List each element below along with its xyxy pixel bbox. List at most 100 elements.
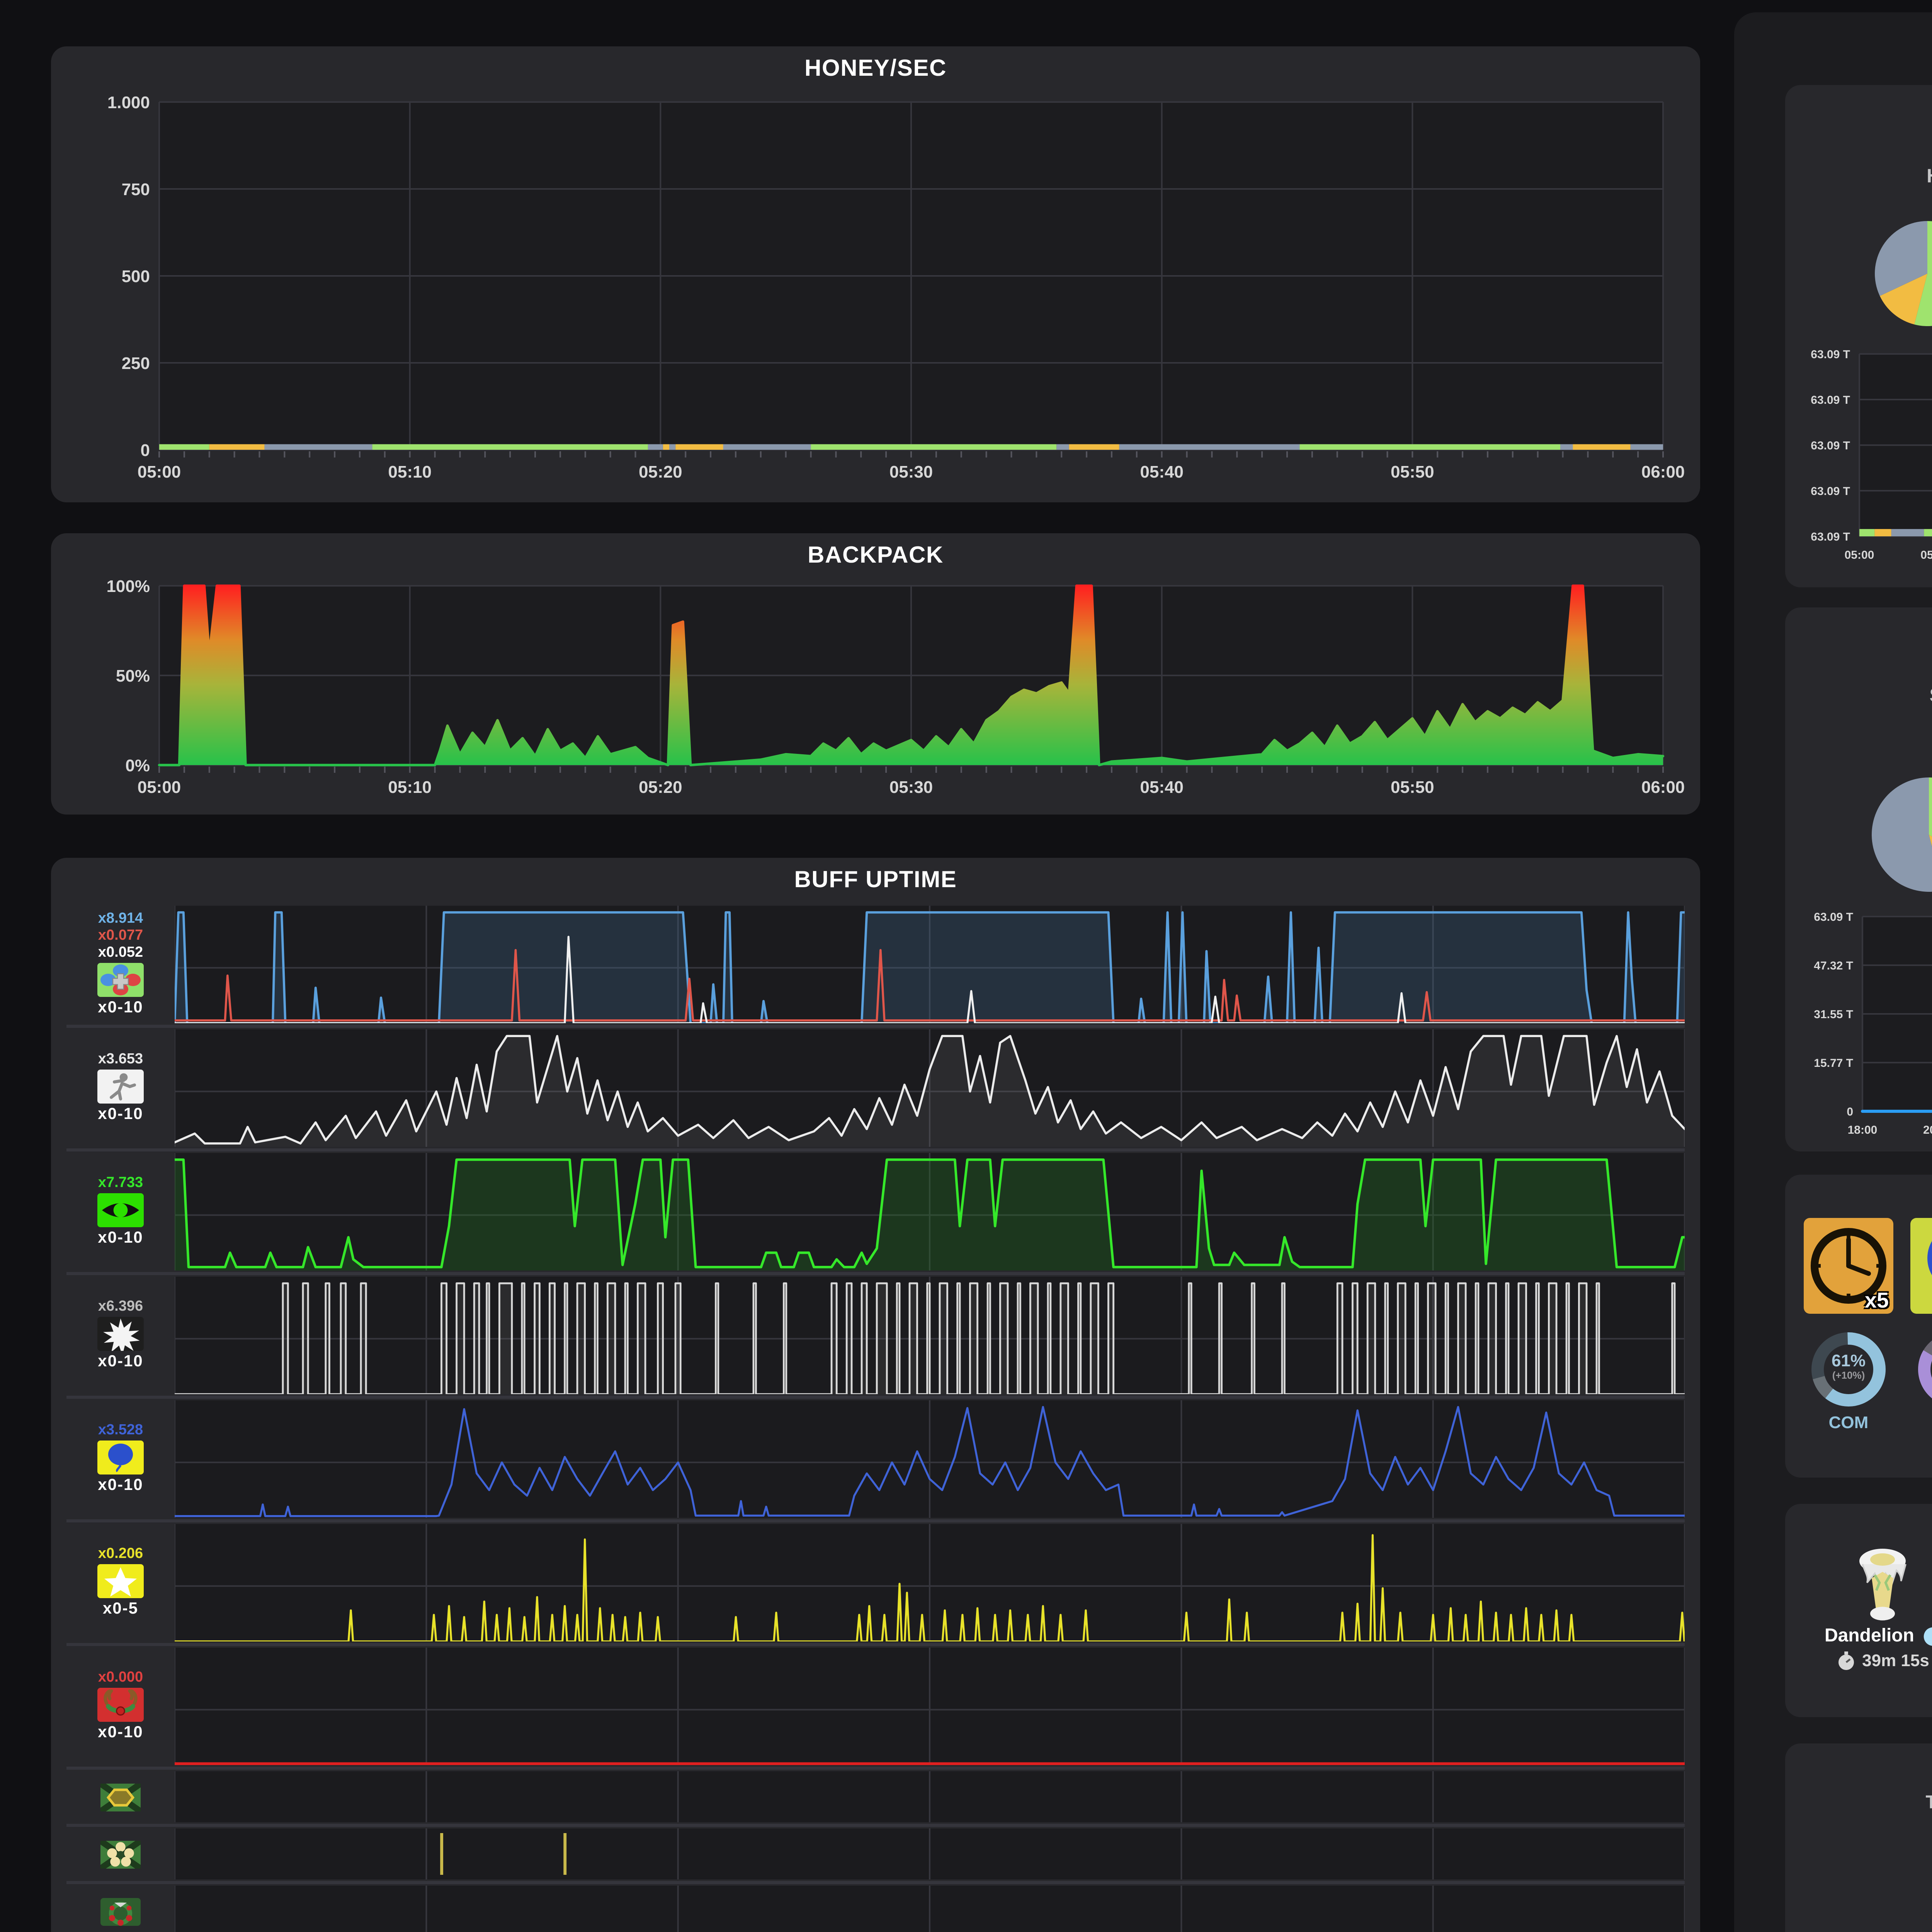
buff-range-label: x0-10 <box>98 1229 143 1247</box>
panel-honey-sec: HONEY/SEC 0 250 500 750 1.000 05:00 05:10 05:20… <box>51 46 1700 502</box>
svg-text:0%: 0% <box>125 756 150 775</box>
svg-text:63.09 T: 63.09 T <box>1811 531 1850 543</box>
hourly-average-row: Hourly Average 7.504 T (-12%) <box>1801 165 1932 187</box>
svg-text:05:40: 05:40 <box>1140 463 1184 481</box>
svg-text:05:00: 05:00 <box>138 778 181 797</box>
buff-uptime-chart-balloon <box>173 1400 1686 1518</box>
buff-multiplier-label: x6.396 <box>98 1298 143 1315</box>
svg-text:500: 500 <box>122 267 150 286</box>
svg-text:05:40: 05:40 <box>1140 778 1184 797</box>
planter-dandelion: Dandelion 39m 15s <box>1798 1541 1932 1671</box>
star-icon <box>97 1564 144 1598</box>
current-honey-row: Current Honey63.09 T <box>1801 651 1932 672</box>
buff-uptime-chart-field-boost <box>173 906 1686 1024</box>
svg-text:250: 250 <box>122 354 150 373</box>
buff-multiplier-label: x8.914 <box>98 910 143 927</box>
buff-range-label: x0-5 <box>102 1600 138 1618</box>
svg-text:05:10: 05:10 <box>388 778 432 797</box>
honey-earned-row: Honey Earned 0 ▼ <box>1801 131 1932 153</box>
buffs-title: BUFFS <box>1785 1184 1932 1210</box>
svg-text:20:00: 20:00 <box>1923 1124 1932 1136</box>
last-hour-mini-chart: 63.09 T 63.09 T 63.09 T 63.09 T 63.09 T 05:00… <box>1798 348 1932 564</box>
svg-text:47.32 T: 47.32 T <box>1814 959 1853 972</box>
svg-text:31.55 T: 31.55 T <box>1814 1008 1853 1021</box>
buff-multiplier-label: x3.528 <box>98 1422 143 1439</box>
antlers-icon <box>97 1688 144 1722</box>
panel-buffs: BUFFS x5 x41 x5.87 x0 x1 61%(+10%) COM 8… <box>1785 1175 1932 1478</box>
runner-icon <box>97 1070 144 1104</box>
mot-donut: 84%(+6%) MOT <box>1910 1329 1932 1433</box>
svg-text:50%: 50% <box>116 667 150 685</box>
buff-row-wreath <box>66 1884 1685 1932</box>
buff-uptime-chart-antlers <box>173 1648 1686 1765</box>
last-hour-pie-chart <box>1875 221 1932 326</box>
field-boost-icon <box>97 963 144 997</box>
svg-text:05:10: 05:10 <box>388 463 432 481</box>
buff-uptime-title: BUFF UPTIME <box>794 867 957 893</box>
svg-text:15.77 T: 15.77 T <box>1814 1057 1853 1070</box>
backpack-chart: 0% 50% 100% 05:00 05:10 05:20 05:30 05:40 05:50 0… <box>66 573 1685 805</box>
svg-text:63.09 T: 63.09 T <box>1811 485 1850 498</box>
svg-text:05:50: 05:50 <box>1391 778 1434 797</box>
svg-text:05:10: 05:10 <box>1920 549 1932 561</box>
buff-uptime-chart-runner <box>173 1029 1686 1147</box>
starburst-icon <box>97 1317 144 1355</box>
svg-text:63.09 T: 63.09 T <box>1811 348 1850 361</box>
moon-icon <box>1920 1625 1932 1645</box>
svg-text:63.09 T: 63.09 T <box>1811 439 1850 452</box>
balloon-buff-tile: x41 <box>1910 1218 1932 1314</box>
svg-text:05:50: 05:50 <box>1391 463 1434 481</box>
right-column: LAST HOUR Honey Earned 0 ▼ Hourly Averag… <box>1734 12 1932 1932</box>
stat-row: Total Vic Kills0 <box>1801 1825 1932 1850</box>
planters-title: PLANTERS <box>1785 1513 1932 1539</box>
session-honey-chart: 015.77 T31.55 T47.32 T63.09 T18:0020:002… <box>1798 910 1932 1139</box>
svg-text:05:00: 05:00 <box>1845 549 1874 561</box>
dandelion-planter-icon <box>1841 1541 1924 1624</box>
buff-uptime-chart-hex <box>174 1771 1685 1822</box>
buff-row-runner: x3.653 x0-10 <box>66 1028 1686 1151</box>
svg-text:18:00: 18:00 <box>1848 1124 1878 1136</box>
buff-row-star: x0.206 x0-5 <box>66 1522 1686 1646</box>
buff-uptime-chart-eye <box>173 1153 1686 1270</box>
buff-uptime-rows: x8.914 x0.077 x0.052 x0-10 x3.653 x0-10 x7.733… <box>66 904 1686 1932</box>
clock-buff-tile: x5 <box>1804 1218 1893 1314</box>
flower-icon <box>99 1837 143 1871</box>
session-time-row: Session Time08:24:25 <box>1801 719 1932 740</box>
buff-range-label: x0-10 <box>98 1352 143 1371</box>
svg-text:05:30: 05:30 <box>889 778 933 797</box>
buff-range-label: x0-10 <box>98 1476 143 1495</box>
panel-stats: STATS Total Boss Kills0 Total Vic Kills0 T… <box>1785 1743 1932 1932</box>
buff-multiplier-label: x0.077 <box>98 927 143 944</box>
svg-text:750: 750 <box>122 180 150 199</box>
svg-text:05:20: 05:20 <box>639 778 682 797</box>
buff-row-balloon: x3.528 x0-10 <box>66 1399 1686 1522</box>
buff-multiplier-label: x3.653 <box>98 1051 143 1068</box>
svg-text:05:20: 05:20 <box>639 463 682 481</box>
buff-row-field-boost: x8.914 x0.077 x0.052 x0-10 <box>66 904 1686 1028</box>
com-donut: 61% (+10%) COM <box>1804 1329 1893 1433</box>
buff-range-label: x0-10 <box>98 1105 143 1124</box>
buff-multiplier-label: x0.052 <box>98 944 143 961</box>
svg-text:06:00: 06:00 <box>1641 778 1685 797</box>
session-honey-row: Session Honey63.09 T <box>1801 685 1932 706</box>
honey-earned-label: Honey Earned <box>1801 131 1932 153</box>
svg-text:06:00: 06:00 <box>1641 463 1685 481</box>
stopwatch-icon <box>1836 1651 1856 1671</box>
session-pie-chart <box>1872 777 1932 892</box>
stat-row: Total Planters12 <box>1801 1896 1932 1921</box>
stat-row: Total Bug Kills43740 <box>1801 1861 1932 1886</box>
svg-text:0: 0 <box>1847 1105 1853 1118</box>
hex-icon <box>99 1780 143 1813</box>
buff-uptime-chart-flower <box>174 1828 1685 1879</box>
svg-text:05:00: 05:00 <box>138 463 181 481</box>
stats-title: STATS <box>1785 1753 1932 1779</box>
svg-text:05:30: 05:30 <box>889 463 933 481</box>
wreath-icon <box>100 1897 141 1925</box>
stat-row: Total Boss Kills0 <box>1801 1790 1932 1815</box>
session-title: SESSION <box>1785 617 1932 643</box>
buff-uptime-chart-wreath <box>174 1886 1685 1932</box>
svg-text:100%: 100% <box>106 577 150 596</box>
buff-multiplier-label: x7.733 <box>98 1175 143 1192</box>
buff-row-hex <box>66 1770 1685 1827</box>
